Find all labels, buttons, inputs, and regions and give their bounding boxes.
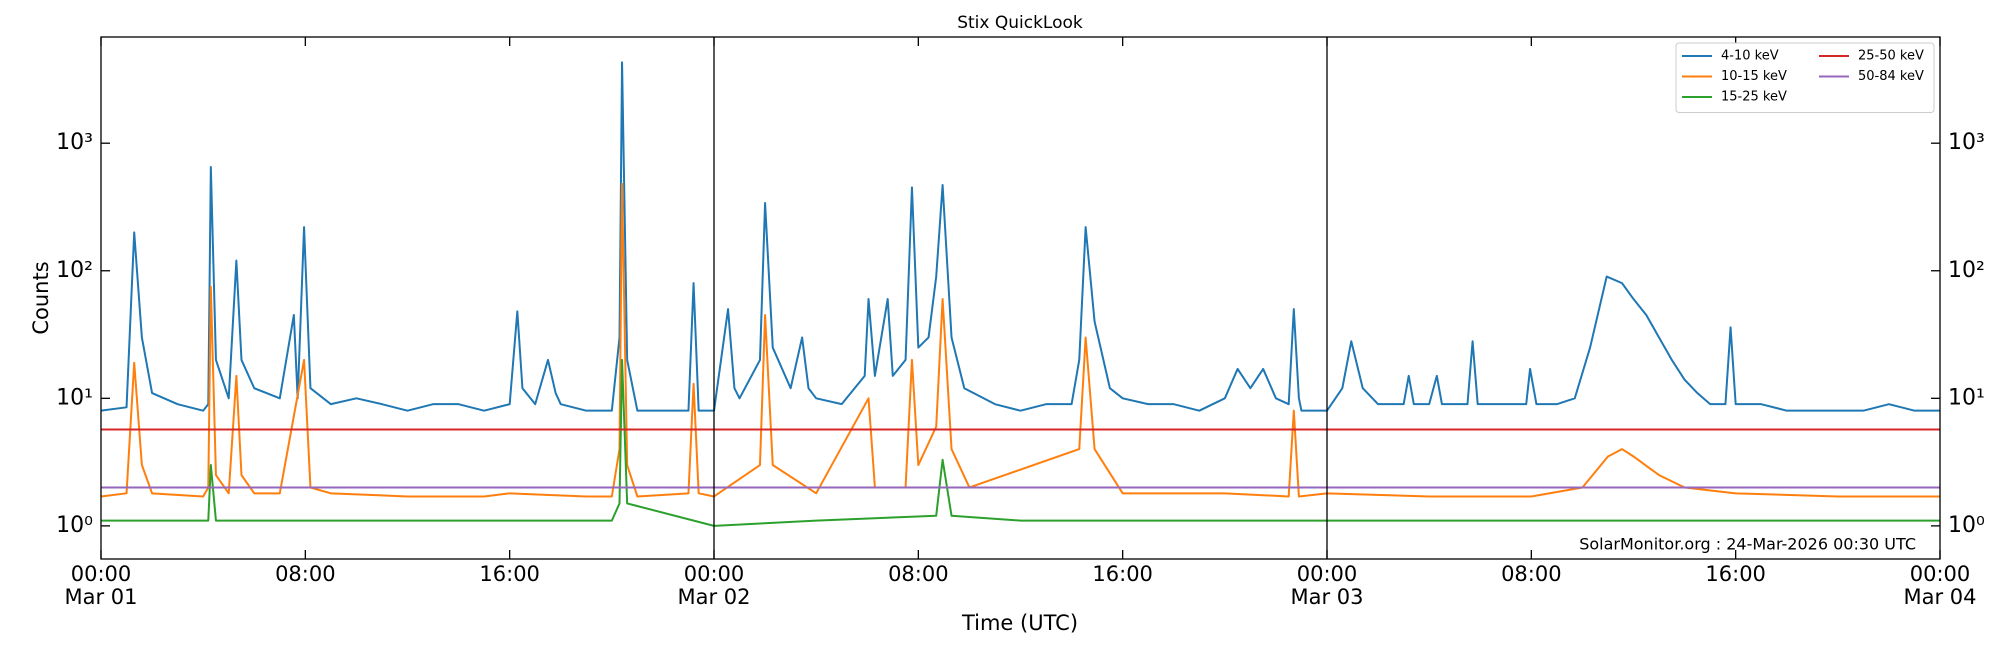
- x-tick-label: 00:00: [684, 562, 745, 586]
- legend-label: 10-15 keV: [1721, 69, 1787, 84]
- x-tick-label: 00:00: [71, 562, 132, 586]
- legend-label: 50-84 keV: [1858, 69, 1924, 84]
- annotation: SolarMonitor.org : 24-Mar-2026 00:30 UTC: [1579, 535, 1916, 554]
- y-tick-label: 10¹: [56, 385, 93, 410]
- y-tick-label-right: 10¹: [1948, 385, 1985, 410]
- x-tick-label: 16:00: [1705, 562, 1766, 586]
- x-tick-date: Mar 03: [1290, 585, 1363, 609]
- x-tick-label: 08:00: [888, 562, 949, 586]
- legend-label: 25-50 keV: [1858, 49, 1924, 64]
- x-tick-date: Mar 04: [1903, 585, 1976, 609]
- y-tick-label-right: 10³: [1948, 130, 1985, 155]
- x-tick-date: Mar 01: [64, 585, 137, 609]
- x-tick-label: 16:00: [479, 562, 540, 586]
- chart-title: Stix QuickLook: [957, 13, 1083, 33]
- legend-label: 4-10 keV: [1721, 49, 1779, 64]
- series-line: [101, 182, 1940, 498]
- y-tick-label-right: 10²: [1948, 258, 1985, 283]
- y-tick-label: 10⁰: [56, 513, 93, 538]
- legend-box: [1675, 42, 1935, 113]
- x-tick-label: 00:00: [1297, 562, 1358, 586]
- y-tick-label-right: 10⁰: [1948, 513, 1985, 538]
- x-axis-label: Time (UTC): [961, 611, 1078, 635]
- y-axis-label: Counts: [29, 261, 53, 334]
- x-tick-label: 00:00: [1910, 562, 1971, 586]
- x-tick-label: 08:00: [1501, 562, 1562, 586]
- y-tick-label: 10³: [56, 130, 93, 155]
- x-tick-label: 08:00: [275, 562, 336, 586]
- x-tick-date: Mar 02: [677, 585, 750, 609]
- x-tick-label: 16:00: [1092, 562, 1153, 586]
- legend-label: 15-25 keV: [1721, 90, 1787, 105]
- series-line: [101, 61, 1940, 412]
- plot-frame: [100, 36, 1941, 560]
- y-tick-label: 10²: [56, 258, 93, 283]
- series-line: [101, 358, 1940, 527]
